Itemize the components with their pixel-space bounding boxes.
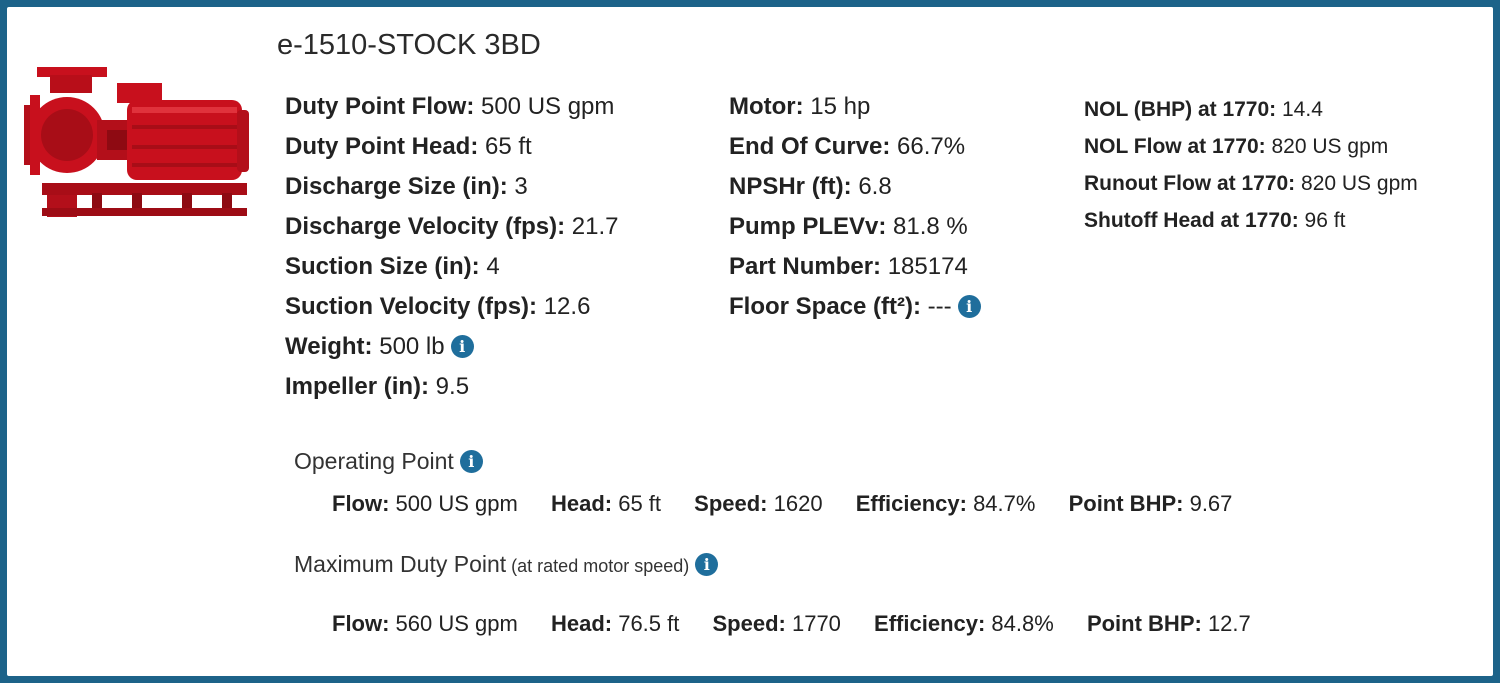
spec-discharge-velocity: Discharge Velocity (fps): 21.7 <box>285 213 619 240</box>
spec-nol-bhp: NOL (BHP) at 1770: 14.4 <box>1084 98 1323 121</box>
max-efficiency: Efficiency: 84.8% <box>874 611 1054 636</box>
pump-title: e-1510-STOCK 3BD <box>277 29 541 61</box>
spec-runout-flow: Runout Flow at 1770: 820 US gpm <box>1084 172 1418 195</box>
spec-floor-space: Floor Space (ft²): --- i <box>729 287 981 327</box>
op-speed: Speed: 1620 <box>694 491 823 516</box>
floor-space-info-icon[interactable]: i <box>957 295 981 318</box>
operating-point-heading: Operating Point i <box>294 448 483 475</box>
spec-impeller: Impeller (in): 9.5 <box>285 373 470 400</box>
op-point-bhp: Point BHP: 9.67 <box>1068 491 1233 516</box>
spec-weight: Weight: 500 lb i <box>285 327 618 367</box>
spec-duty-point-flow: Duty Point Flow: 500 US gpm <box>285 93 615 120</box>
max-point-bhp: Point BHP: 12.7 <box>1086 611 1251 636</box>
operating-point-stats: Flow: 500 US gpm Head: 65 ft Speed: 1620… <box>332 491 1259 517</box>
pump-image <box>24 67 249 217</box>
op-head: Head: 65 ft <box>550 491 662 516</box>
specs-column-middle: Motor: 15 hp End Of Curve: 66.7% NPSHr (… <box>729 87 981 327</box>
max-duty-point-heading: Maximum Duty Point (at rated motor speed… <box>294 551 719 578</box>
operating-point-info-icon[interactable]: i <box>459 450 483 473</box>
spec-part-number: Part Number: 185174 <box>729 253 968 280</box>
spec-npshr: NPSHr (ft): 6.8 <box>729 173 892 200</box>
max-head: Head: 76.5 ft <box>550 611 680 636</box>
spec-duty-point-head: Duty Point Head: 65 ft <box>285 133 532 160</box>
spec-suction-velocity: Suction Velocity (fps): 12.6 <box>285 293 591 320</box>
spec-pump-plevv: Pump PLEVv: 81.8 % <box>729 213 968 240</box>
max-duty-point-stats: Flow: 560 US gpm Head: 76.5 ft Speed: 17… <box>332 611 1278 637</box>
spec-end-of-curve: End Of Curve: 66.7% <box>729 133 966 160</box>
weight-info-icon[interactable]: i <box>450 335 474 358</box>
spec-discharge-size: Discharge Size (in): 3 <box>285 173 528 200</box>
spec-motor: Motor: 15 hp <box>729 93 871 120</box>
max-duty-point-info-icon[interactable]: i <box>695 553 719 576</box>
op-efficiency: Efficiency: 84.7% <box>855 491 1036 516</box>
op-flow: Flow: 500 US gpm <box>332 491 518 516</box>
spec-shutoff-head: Shutoff Head at 1770: 96 ft <box>1084 209 1346 232</box>
max-speed: Speed: 1770 <box>712 611 841 636</box>
spec-nol-flow: NOL Flow at 1770: 820 US gpm <box>1084 135 1389 158</box>
specs-column-right: NOL (BHP) at 1770: 14.4 NOL Flow at 1770… <box>1084 91 1418 239</box>
max-flow: Flow: 560 US gpm <box>332 611 518 636</box>
specs-column-left: Duty Point Flow: 500 US gpm Duty Point H… <box>285 87 618 407</box>
product-card: e-1510-STOCK 3BD Duty Point Flow: 500 US… <box>7 7 1493 676</box>
spec-suction-size: Suction Size (in): 4 <box>285 253 500 280</box>
max-duty-point-note: (at rated motor speed) <box>506 556 690 576</box>
